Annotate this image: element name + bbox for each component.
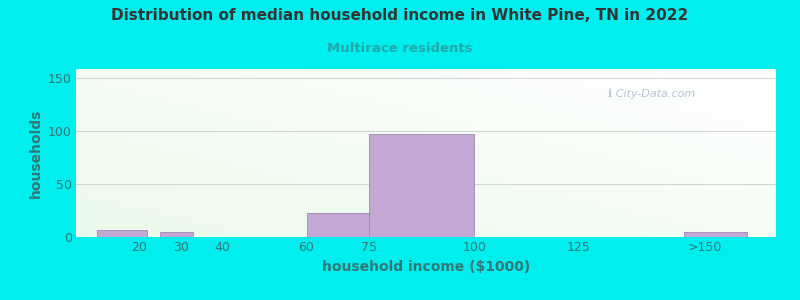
- Text: Distribution of median household income in White Pine, TN in 2022: Distribution of median household income …: [111, 8, 689, 22]
- Text: ℹ City-Data.com: ℹ City-Data.com: [608, 89, 695, 99]
- Text: Multirace residents: Multirace residents: [327, 42, 473, 55]
- Bar: [684, 232, 746, 237]
- Bar: [370, 134, 474, 237]
- X-axis label: household income ($1000): household income ($1000): [322, 260, 530, 274]
- Bar: [97, 230, 147, 237]
- Y-axis label: households: households: [29, 108, 42, 198]
- Bar: [306, 212, 370, 237]
- Bar: [160, 232, 194, 237]
